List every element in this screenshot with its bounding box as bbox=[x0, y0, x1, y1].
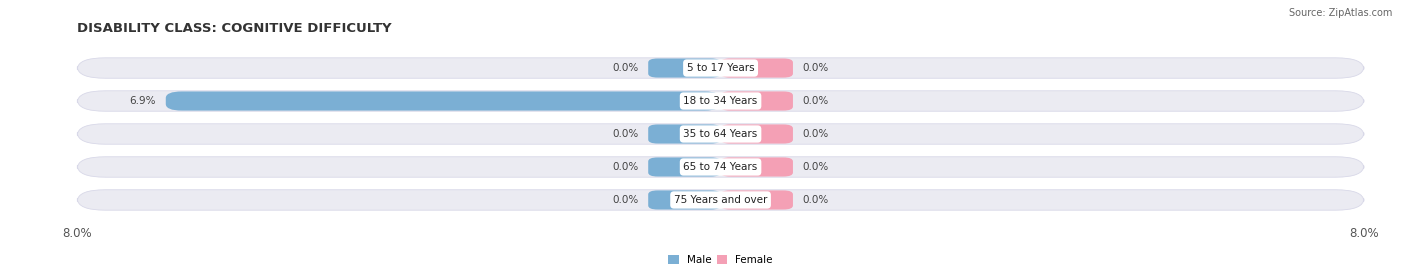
FancyBboxPatch shape bbox=[721, 58, 793, 78]
FancyBboxPatch shape bbox=[721, 190, 793, 210]
Text: 5 to 17 Years: 5 to 17 Years bbox=[686, 63, 755, 73]
Text: 18 to 34 Years: 18 to 34 Years bbox=[683, 96, 758, 106]
Text: 0.0%: 0.0% bbox=[803, 162, 830, 172]
FancyBboxPatch shape bbox=[77, 58, 1364, 78]
Text: 6.9%: 6.9% bbox=[129, 96, 156, 106]
FancyBboxPatch shape bbox=[648, 190, 721, 210]
Text: 0.0%: 0.0% bbox=[803, 129, 830, 139]
FancyBboxPatch shape bbox=[77, 91, 1364, 111]
FancyBboxPatch shape bbox=[648, 157, 721, 177]
Text: 0.0%: 0.0% bbox=[803, 63, 830, 73]
Text: 75 Years and over: 75 Years and over bbox=[673, 195, 768, 205]
FancyBboxPatch shape bbox=[77, 124, 1364, 144]
FancyBboxPatch shape bbox=[77, 190, 1364, 210]
Text: Source: ZipAtlas.com: Source: ZipAtlas.com bbox=[1288, 8, 1392, 18]
Text: 0.0%: 0.0% bbox=[612, 162, 638, 172]
Text: 0.0%: 0.0% bbox=[803, 96, 830, 106]
FancyBboxPatch shape bbox=[648, 124, 721, 144]
Text: 0.0%: 0.0% bbox=[612, 63, 638, 73]
Text: DISABILITY CLASS: COGNITIVE DIFFICULTY: DISABILITY CLASS: COGNITIVE DIFFICULTY bbox=[77, 21, 392, 35]
FancyBboxPatch shape bbox=[721, 91, 793, 111]
FancyBboxPatch shape bbox=[166, 91, 721, 111]
Legend: Male, Female: Male, Female bbox=[664, 251, 778, 268]
FancyBboxPatch shape bbox=[648, 58, 721, 78]
Text: 0.0%: 0.0% bbox=[803, 195, 830, 205]
FancyBboxPatch shape bbox=[721, 124, 793, 144]
FancyBboxPatch shape bbox=[77, 157, 1364, 177]
FancyBboxPatch shape bbox=[721, 157, 793, 177]
Text: 0.0%: 0.0% bbox=[612, 195, 638, 205]
Text: 65 to 74 Years: 65 to 74 Years bbox=[683, 162, 758, 172]
Text: 0.0%: 0.0% bbox=[612, 129, 638, 139]
Text: 35 to 64 Years: 35 to 64 Years bbox=[683, 129, 758, 139]
